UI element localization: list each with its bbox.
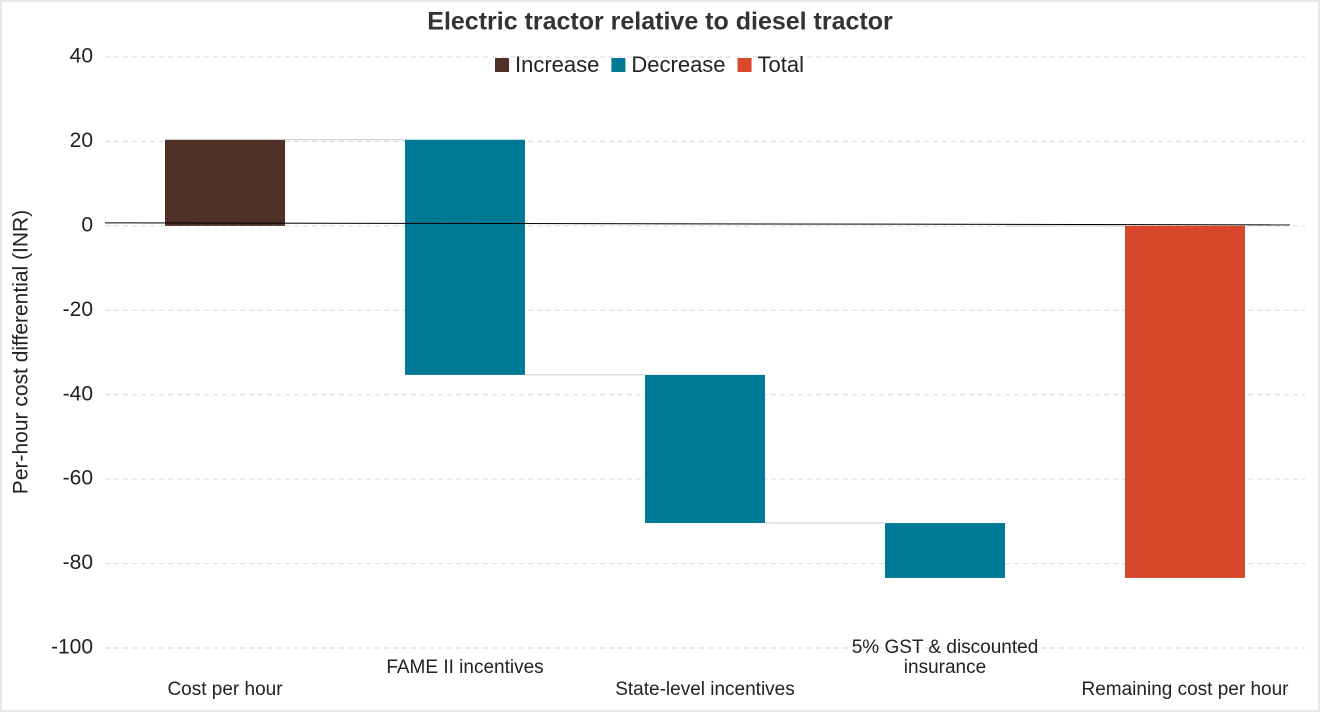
legend-swatch — [611, 58, 626, 72]
chart-title: Electric tractor relative to diesel trac… — [427, 8, 893, 36]
x-tick-label: Remaining cost per hour — [1081, 679, 1289, 700]
y-tick-label: -60 — [63, 467, 93, 490]
legend-label: Decrease — [631, 52, 725, 77]
y-tick-label: -80 — [63, 551, 93, 574]
legend-swatch — [737, 58, 752, 72]
zero-axis — [104, 222, 1291, 226]
legend-label: Total — [758, 52, 804, 77]
legend-swatch — [495, 58, 509, 72]
x-tick-label: FAME II incentives — [386, 657, 544, 678]
bar — [645, 374, 765, 524]
y-tick-label: 20 — [70, 129, 93, 152]
legend-label: Increase — [515, 52, 599, 77]
x-tick-label: 5% GST & discounted insurance — [851, 637, 1039, 678]
bar — [405, 139, 525, 375]
x-tick-label: State-level incentives — [615, 679, 795, 700]
y-tick-label: -100 — [51, 636, 93, 659]
y-tick-label: 0 — [81, 213, 93, 236]
bar — [1125, 225, 1245, 578]
y-tick-label: -20 — [63, 298, 93, 321]
bar — [885, 523, 1005, 578]
y-tick-label: 40 — [70, 45, 93, 68]
y-tick-label: -40 — [63, 382, 93, 405]
y-axis-label: Per-hour cost differential (INR) — [10, 210, 33, 494]
bar — [165, 139, 285, 226]
x-tick-label: Cost per hour — [167, 679, 283, 700]
